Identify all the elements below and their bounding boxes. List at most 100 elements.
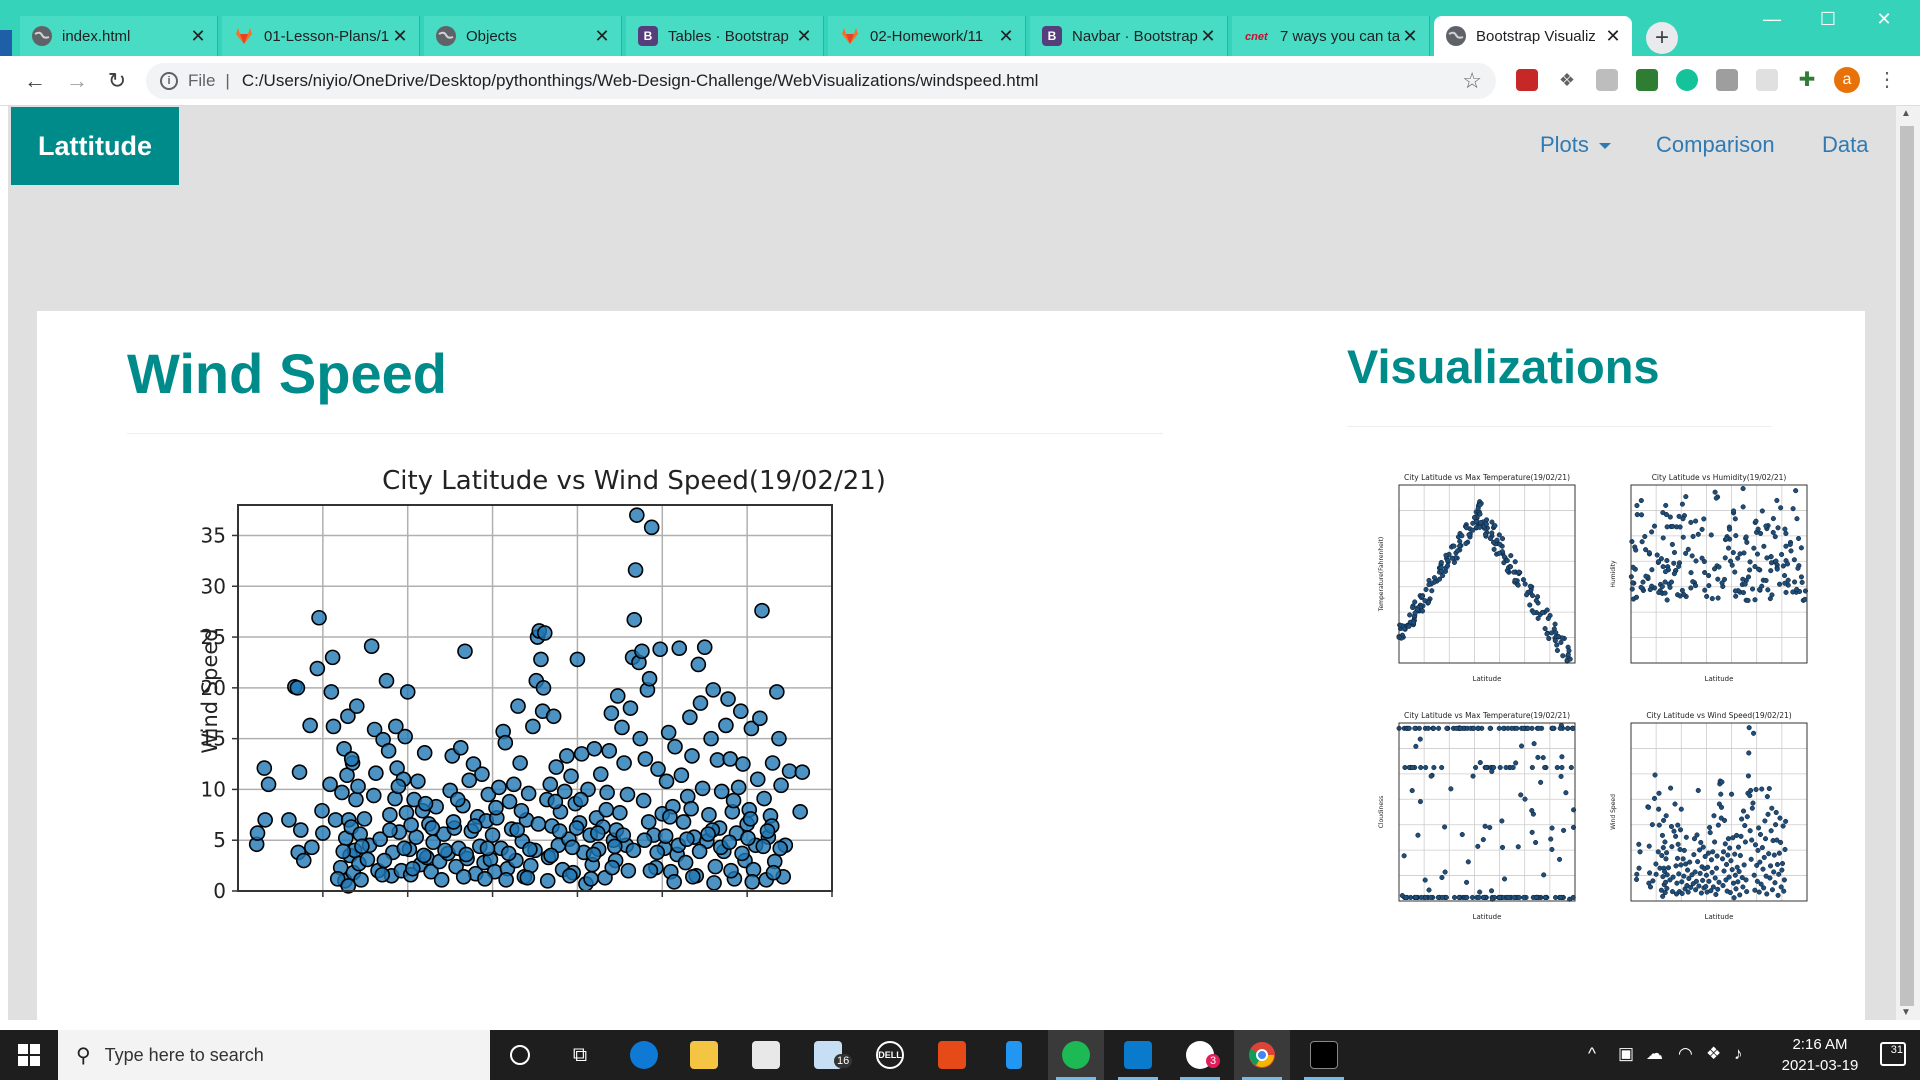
tab-tables-bootstrap[interactable]: B Tables · Bootstrap ✕: [626, 16, 824, 56]
pdf-extension-icon[interactable]: [1716, 69, 1738, 91]
close-icon[interactable]: ✕: [1402, 25, 1418, 46]
spotify-icon[interactable]: [1048, 1030, 1104, 1080]
scroll-down-icon[interactable]: ▼: [1901, 1007, 1911, 1018]
chevron-up-icon[interactable]: ^: [1588, 1044, 1596, 1063]
onedrive-icon[interactable]: ☁: [1646, 1044, 1663, 1063]
back-arrow-icon[interactable]: ←: [24, 68, 46, 93]
green-extension-icon[interactable]: [1636, 69, 1658, 91]
coupon-extension-icon[interactable]: [1516, 69, 1538, 91]
scroll-up-icon[interactable]: ▲: [1901, 108, 1911, 119]
page-extension-icon[interactable]: [1756, 69, 1778, 91]
nav-comparison[interactable]: Comparison: [1656, 132, 1775, 157]
start-button[interactable]: [0, 1030, 58, 1080]
thumbnail-point: [1778, 839, 1784, 845]
profile-avatar[interactable]: a: [1834, 67, 1860, 93]
thumbnail-point: [1457, 538, 1463, 544]
clock-date[interactable]: 2021-03-19: [1781, 1057, 1859, 1074]
url-text[interactable]: C:/Users/niyio/OneDrive/Desktop/pythonth…: [241, 71, 1039, 90]
taskbar-search-box[interactable]: ⚲ Type here to search: [58, 1030, 490, 1080]
nav-plots-dropdown[interactable]: Plots: [1540, 132, 1611, 158]
notification-center-icon[interactable]: 31: [1880, 1042, 1906, 1066]
scatter-point: [543, 847, 559, 864]
tab-objects[interactable]: Objects ✕: [424, 16, 622, 56]
volume-icon[interactable]: ♪: [1734, 1044, 1743, 1063]
edge-icon[interactable]: [616, 1030, 672, 1080]
close-icon[interactable]: ✕: [1200, 25, 1216, 46]
thumbnail-point: [1669, 889, 1676, 895]
tab-navbar-bootstrap[interactable]: B Navbar · Bootstrap ✕: [1030, 16, 1228, 56]
thumbnail-point: [1554, 764, 1560, 771]
thumbnail-point: [1693, 887, 1699, 893]
scrollbar-thumb[interactable]: [1900, 126, 1914, 1006]
close-icon[interactable]: ✕: [998, 25, 1014, 46]
thumbnail-point: [1491, 546, 1497, 552]
close-icon[interactable]: ✕: [594, 25, 610, 46]
thumbnail-point: [1748, 787, 1754, 794]
tab-lesson-plans[interactable]: 01-Lesson-Plans/1 ✕: [222, 16, 420, 56]
thumbnail-cloudiness[interactable]: City Latitude vs Max Temperature(19/02/2…: [1378, 711, 1577, 921]
terminal-icon[interactable]: [1296, 1030, 1352, 1080]
chrome-icon[interactable]: [1234, 1030, 1290, 1080]
tab-bootstrap-visualizations[interactable]: Bootstrap Visualiz ✕: [1434, 16, 1632, 56]
mail-icon[interactable]: 16: [800, 1030, 856, 1080]
clock-time[interactable]: 2:16 AM: [1792, 1036, 1848, 1053]
navbar-brand[interactable]: Lattitude: [11, 107, 179, 185]
cortana-icon[interactable]: [492, 1030, 548, 1080]
wifi-icon[interactable]: ◠: [1678, 1044, 1693, 1063]
phone-app-icon[interactable]: [986, 1030, 1042, 1080]
close-icon[interactable]: ✕: [796, 25, 812, 46]
kebab-menu-icon[interactable]: ⋮: [1877, 69, 1897, 91]
task-view-icon[interactable]: ⧉: [572, 1043, 588, 1066]
minimize-icon[interactable]: —: [1763, 8, 1781, 29]
scatter-point: [372, 831, 388, 847]
thumbnail-point: [1463, 525, 1470, 531]
office-icon[interactable]: [924, 1030, 980, 1080]
dropbox-tray-icon[interactable]: ❖: [1706, 1044, 1722, 1063]
tab-index-html[interactable]: index.html ✕: [20, 16, 218, 56]
thumbnail-point: [1790, 589, 1796, 595]
device-icon[interactable]: ▣: [1618, 1044, 1635, 1063]
windspeed-scatter-plot: City Latitude vs Wind Speed(19/02/21) Wi…: [198, 466, 886, 903]
thumbnail-temperature[interactable]: City Latitude vs Max Temperature(19/02/2…: [1378, 473, 1576, 683]
dropbox-extension-icon[interactable]: ❖: [1558, 70, 1576, 90]
thumbnail-point: [1688, 884, 1694, 890]
page-scrollbar[interactable]: ▲ ▼: [1896, 106, 1920, 1020]
bookmark-star-icon[interactable]: ☆: [1462, 68, 1482, 93]
slack-icon[interactable]: 3: [1172, 1030, 1228, 1080]
window-close-icon[interactable]: ✕: [1876, 8, 1892, 29]
thumbnail-point: [1766, 786, 1772, 792]
thumbnail-windspeed[interactable]: City Latitude vs Wind Speed(19/02/21) Lat…: [1610, 711, 1808, 921]
scatter-point: [536, 625, 553, 641]
puzzle-icon[interactable]: ✚: [1798, 69, 1816, 91]
thumbnail-point: [1711, 813, 1717, 819]
thumbnail-point: [1664, 885, 1670, 891]
close-icon[interactable]: ✕: [1605, 25, 1621, 46]
visualizations-thumbnail-grid[interactable]: City Latitude vs Max Temperature(19/02/2…: [1375, 471, 1831, 953]
translate-extension-icon[interactable]: [1596, 69, 1618, 91]
file-explorer-icon[interactable]: [676, 1030, 732, 1080]
thumbnail-point: [1689, 872, 1695, 878]
store-icon[interactable]: [738, 1030, 794, 1080]
grammarly-icon[interactable]: [1676, 69, 1698, 91]
scatter-point: [764, 755, 781, 771]
close-icon[interactable]: ✕: [190, 25, 206, 46]
forward-arrow-icon[interactable]: →: [66, 68, 88, 93]
thumbnail-point: [1774, 837, 1780, 843]
tab-cnet[interactable]: cnet 7 ways you can ta ✕: [1232, 16, 1430, 56]
vscode-icon[interactable]: [1110, 1030, 1166, 1080]
thumbnail-point: [1477, 524, 1483, 530]
info-icon[interactable]: i: [160, 72, 178, 90]
reload-icon[interactable]: ↻: [107, 68, 127, 93]
thumbnail-point: [1652, 772, 1658, 778]
close-icon[interactable]: ✕: [392, 25, 408, 46]
new-tab-button[interactable]: +: [1646, 22, 1678, 54]
address-bar[interactable]: i File | C:/Users/niyio/OneDrive/Desktop…: [146, 63, 1496, 99]
maximize-icon[interactable]: ☐: [1819, 8, 1837, 29]
thumbnail-point: [1423, 764, 1429, 771]
dell-icon[interactable]: DELL: [862, 1030, 918, 1080]
tab-homework[interactable]: 02-Homework/11 ✕: [828, 16, 1026, 56]
nav-data[interactable]: Data: [1822, 132, 1869, 157]
thumbnail-point: [1558, 773, 1564, 779]
thumbnail-humidity[interactable]: City Latitude vs Humidity(19/02/21) Latit…: [1610, 473, 1809, 683]
thumbnail-point: [1656, 806, 1662, 812]
